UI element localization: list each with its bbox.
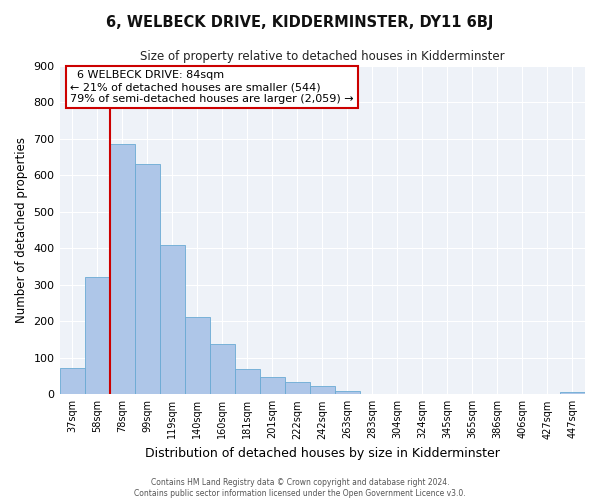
Bar: [85, 278, 110, 394]
Bar: [185, 317, 209, 394]
Bar: [310, 386, 335, 394]
Bar: [335, 390, 360, 394]
X-axis label: Distribution of detached houses by size in Kidderminster: Distribution of detached houses by size …: [145, 447, 500, 460]
Bar: [110, 144, 134, 395]
Bar: [134, 164, 160, 394]
Y-axis label: Number of detached properties: Number of detached properties: [15, 137, 28, 323]
Bar: [260, 377, 285, 394]
Bar: [560, 392, 585, 394]
Bar: [59, 368, 85, 394]
Text: Contains HM Land Registry data © Crown copyright and database right 2024.
Contai: Contains HM Land Registry data © Crown c…: [134, 478, 466, 498]
Bar: [209, 344, 235, 395]
Bar: [160, 244, 185, 394]
Title: Size of property relative to detached houses in Kidderminster: Size of property relative to detached ho…: [140, 50, 505, 63]
Bar: [285, 382, 310, 394]
Text: 6 WELBECK DRIVE: 84sqm
← 21% of detached houses are smaller (544)
79% of semi-de: 6 WELBECK DRIVE: 84sqm ← 21% of detached…: [70, 70, 353, 104]
Bar: [235, 370, 260, 394]
Text: 6, WELBECK DRIVE, KIDDERMINSTER, DY11 6BJ: 6, WELBECK DRIVE, KIDDERMINSTER, DY11 6B…: [106, 15, 494, 30]
